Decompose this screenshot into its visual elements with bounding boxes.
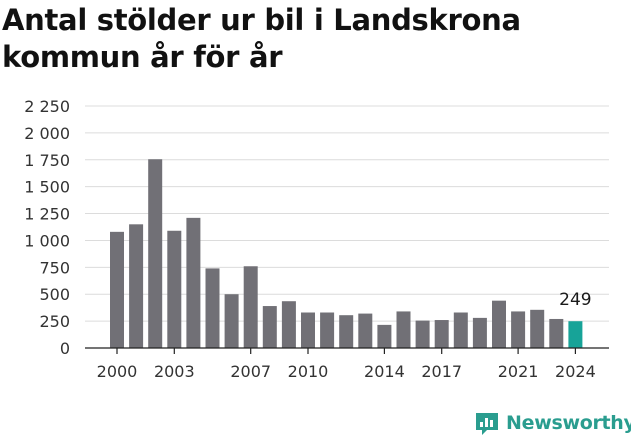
y-tick-label: 2 250 xyxy=(24,97,70,116)
x-tick-label: 2010 xyxy=(288,362,329,381)
x-tick-label: 2003 xyxy=(154,362,195,381)
x-tick-label: 2007 xyxy=(230,362,271,381)
y-tick-label: 0 xyxy=(60,339,70,358)
bar-2017 xyxy=(434,320,449,348)
bar-2004 xyxy=(186,217,201,348)
bar-2005 xyxy=(205,268,220,348)
brand-logo: Newsworthy xyxy=(474,407,631,439)
bars xyxy=(110,159,583,348)
bar-2007 xyxy=(243,266,258,348)
x-tick-label: 2014 xyxy=(364,362,405,381)
bar-2022 xyxy=(530,309,545,348)
x-tick-label: 2021 xyxy=(498,362,539,381)
x-tick-label: 2000 xyxy=(97,362,138,381)
y-tick-label: 500 xyxy=(39,285,70,304)
y-tick-label: 1 250 xyxy=(24,205,70,224)
newsworthy-logo-icon xyxy=(476,413,498,435)
data-label-highlight: 249 xyxy=(559,290,591,310)
x-tick-label: 2017 xyxy=(421,362,462,381)
bar-2009 xyxy=(281,301,296,348)
x-axis: 2000 2003 2007 2010 2014 2017 2021 2024 xyxy=(85,347,609,381)
bar-2023 xyxy=(549,318,564,348)
x-tick-label: 2024 xyxy=(555,362,596,381)
y-tick-label: 2 000 xyxy=(24,124,70,143)
bar-2003 xyxy=(167,230,182,348)
bar-2001 xyxy=(129,224,144,348)
bar-2006 xyxy=(224,294,239,348)
chart-title: Antal stölder ur bil i Landskrona kommun… xyxy=(2,3,521,74)
bar-2000 xyxy=(110,231,124,348)
bar-2019 xyxy=(472,317,487,348)
y-tick-label: 750 xyxy=(39,258,70,277)
bar-2010 xyxy=(301,312,315,348)
bar-2018 xyxy=(453,312,468,348)
y-axis: 0 250 500 750 1 000 1 250 1 500 1 750 2 000 2 250 xyxy=(24,97,70,358)
y-tick-label: 1 750 xyxy=(24,151,70,170)
bar-2008 xyxy=(262,306,277,348)
bar-2016 xyxy=(415,320,430,348)
y-tick-label: 1 500 xyxy=(24,178,70,197)
bar-2013 xyxy=(358,313,373,348)
bar-2012 xyxy=(339,315,354,348)
bar-2011 xyxy=(320,312,335,348)
brand-name: Newsworthy xyxy=(506,412,631,434)
bar-2014 xyxy=(377,324,392,348)
y-tick-label: 1 000 xyxy=(24,231,70,250)
bar-2021 xyxy=(511,311,526,348)
bar-2020 xyxy=(492,300,506,348)
y-tick-label: 250 xyxy=(39,312,70,331)
bar-chart: 0 250 500 750 1 000 1 250 1 500 1 750 2 000 2 250… xyxy=(24,97,609,381)
bar-2002 xyxy=(148,159,163,348)
bar-2024 xyxy=(568,321,583,348)
annotations: 249 xyxy=(559,290,591,310)
bar-2015 xyxy=(396,311,411,348)
